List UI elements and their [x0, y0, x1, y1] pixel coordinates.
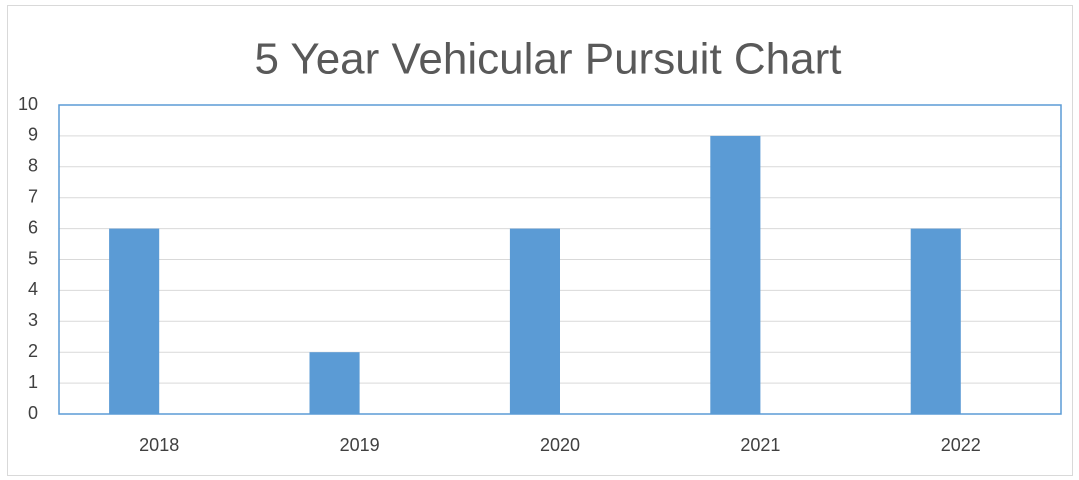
bar	[309, 352, 360, 414]
x-tick-label: 2022	[941, 435, 981, 455]
y-tick-label: 9	[28, 125, 38, 145]
y-tick-label: 1	[28, 372, 38, 392]
y-tick-label: 7	[28, 186, 38, 206]
y-tick-label: 4	[28, 279, 38, 299]
x-tick-label: 2021	[740, 435, 780, 455]
chart-title: 5 Year Vehicular Pursuit Chart	[254, 35, 841, 84]
y-tick-label: 2	[28, 341, 38, 361]
x-tick-label: 2018	[139, 435, 179, 455]
bar	[509, 228, 560, 414]
y-tick-label: 3	[28, 310, 38, 330]
y-tick-label: 0	[28, 403, 38, 423]
bar	[710, 135, 761, 414]
bar	[910, 228, 961, 414]
x-tick-label: 2019	[340, 435, 380, 455]
bar	[109, 228, 160, 414]
y-tick-label: 5	[28, 248, 38, 268]
plot-border	[58, 104, 1062, 415]
y-tick-label: 6	[28, 217, 38, 237]
y-tick-label: 8	[28, 156, 38, 176]
y-tick-label: 10	[18, 94, 38, 114]
x-tick-label: 2020	[540, 435, 580, 455]
